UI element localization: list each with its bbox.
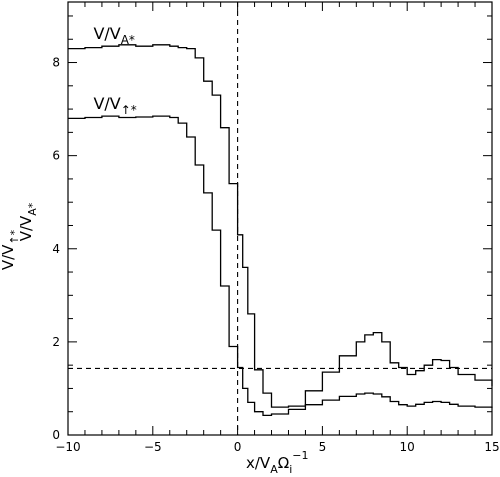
series-label-subscript: A* bbox=[121, 33, 135, 47]
series-label-text: V/V bbox=[93, 24, 120, 43]
x-tick-label: −5 bbox=[144, 440, 162, 454]
x-tick-label: 5 bbox=[319, 440, 327, 454]
series-label-2: V/V↑* bbox=[93, 94, 136, 117]
series-label-1: V/VA* bbox=[93, 24, 135, 47]
x-axis-label-sub: A bbox=[270, 463, 278, 476]
x-axis-label-sub2: i bbox=[289, 463, 292, 476]
y-axis-label-inner-sub: A* bbox=[26, 202, 39, 216]
y-axis-label-outer: V/V↑* bbox=[0, 229, 21, 270]
y-tick-label: 0 bbox=[52, 428, 60, 442]
y-tick-label: 4 bbox=[52, 242, 60, 256]
series-line-2 bbox=[68, 115, 493, 417]
x-tick-label: −10 bbox=[55, 440, 80, 454]
x-axis-label-omega: Ω bbox=[278, 454, 289, 472]
y-tick-label: 2 bbox=[52, 335, 60, 349]
series-label-subscript: ↑* bbox=[121, 103, 137, 117]
y-axis-label-outer-text: V/V bbox=[0, 244, 17, 270]
series-line-1 bbox=[68, 44, 493, 408]
y-axis-label-outer-sub: ↑* bbox=[8, 229, 21, 244]
x-axis-label: x/VAΩi−1 bbox=[246, 449, 308, 476]
x-axis-label-text: x/V bbox=[246, 454, 271, 472]
x-axis-label-sup: −1 bbox=[292, 449, 308, 462]
plot-frame bbox=[67, 1, 493, 436]
y-axis-label-inner-text: V/V bbox=[17, 215, 35, 241]
y-axis-label-inner: V/VA* bbox=[17, 202, 39, 241]
y-tick-label: 8 bbox=[52, 56, 60, 70]
y-tick-label: 6 bbox=[52, 149, 60, 163]
x-tick-label: 0 bbox=[234, 440, 242, 454]
x-tick-label: 15 bbox=[484, 440, 499, 454]
series-label-text: V/V bbox=[93, 94, 120, 113]
x-tick-label: 10 bbox=[400, 440, 415, 454]
